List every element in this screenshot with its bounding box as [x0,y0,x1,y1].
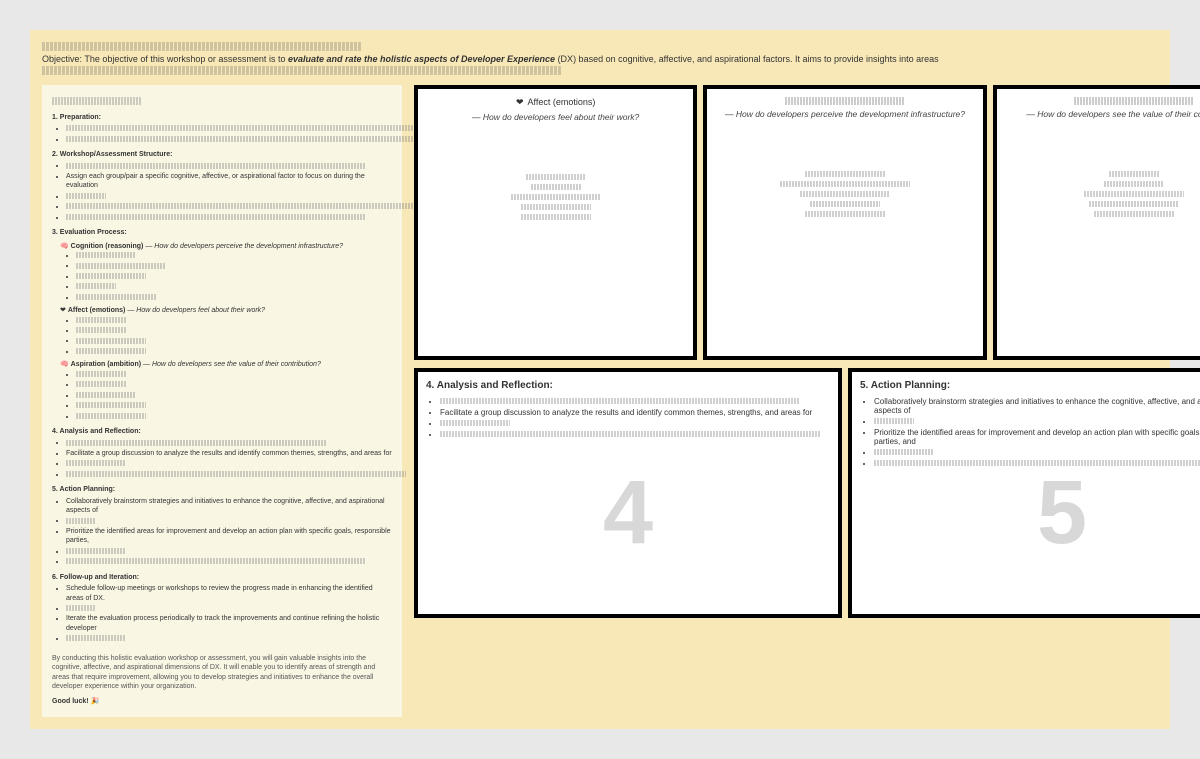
card-subtitle: How do developers see the value of their… [1005,109,1200,119]
step-card[interactable]: 5. Action Planning: Collaboratively brai… [848,368,1200,618]
objective-prefix: Objective: The objective of this worksho… [42,54,288,64]
columns: 1. Preparation: 2. Workshop/Assessment St… [42,85,1158,717]
left-instructions-panel: 1. Preparation: 2. Workshop/Assessment St… [42,85,402,717]
card-section-body: Collaboratively brainstorm strategies an… [860,397,1200,470]
step-title: 5. Action Planning: [52,485,392,494]
card-big-number: 4 [603,462,653,565]
step-item: 1. Preparation: [52,113,392,144]
card-big-number: 5 [1037,462,1087,565]
card-title-placeholder [1074,97,1194,105]
steps-list: 1. Preparation: 2. Workshop/Assessment St… [52,113,392,644]
step-title: 3. Evaluation Process: [52,228,392,237]
card-aspect-list [1005,169,1200,220]
card-aspect-list [426,172,685,223]
card-aspect-list [715,169,974,220]
step-item: 2. Workshop/Assessment Structure:Assign … [52,150,392,222]
objective-suffix: (DX) based on cognitive, affective, and … [555,54,939,64]
right-cards-panel: Affect (emotions) How do developers feel… [414,85,1200,717]
footnote: By conducting this holistic evaluation w… [52,654,392,692]
card-section-title: 5. Action Planning: [860,380,1200,391]
dx-aspect-card[interactable]: How do developers see the value of their… [993,85,1200,360]
step-item: 6. Follow-up and Iteration:Schedule foll… [52,573,392,644]
card-subtitle: How do developers perceive the developme… [715,109,974,119]
step-item: 3. Evaluation Process:🧠 Cognition (reaso… [52,228,392,421]
header-post-line [42,66,562,75]
step-item: 5. Action Planning:Collaboratively brain… [52,485,392,567]
step-title: 6. Follow-up and Iteration: [52,573,392,582]
card-section-body: Facilitate a group discussion to analyze… [426,397,830,441]
template-frame: Objective: The objective of this worksho… [30,30,1170,729]
card-title-placeholder [785,97,905,105]
card-section-title: 4. Analysis and Reflection: [426,380,830,391]
card-subtitle: How do developers feel about their work? [426,112,685,122]
cards-row-top: Affect (emotions) How do developers feel… [414,85,1200,360]
step-card[interactable]: 4. Analysis and Reflection: Facilitate a… [414,368,842,618]
dx-aspect-card[interactable]: How do developers perceive the developme… [703,85,986,360]
step-title: 2. Workshop/Assessment Structure: [52,150,392,159]
good-luck: Good luck! 🎉 [52,697,392,706]
dx-aspect-card[interactable]: Affect (emotions) How do developers feel… [414,85,697,360]
left-title [52,95,392,107]
header-pre-line [42,42,362,51]
objective-bold: evaluate and rate the holistic aspects o… [288,54,555,64]
step-title: 4. Analysis and Reflection: [52,427,392,436]
step-title: 1. Preparation: [52,113,392,122]
card-title: Affect (emotions) [426,97,685,108]
step-item: 4. Analysis and Reflection:Facilitate a … [52,427,392,479]
cards-row-bottom: 4. Analysis and Reflection: Facilitate a… [414,368,1200,618]
objective-line: Objective: The objective of this worksho… [42,53,1158,66]
header-band: Objective: The objective of this worksho… [42,42,1158,75]
